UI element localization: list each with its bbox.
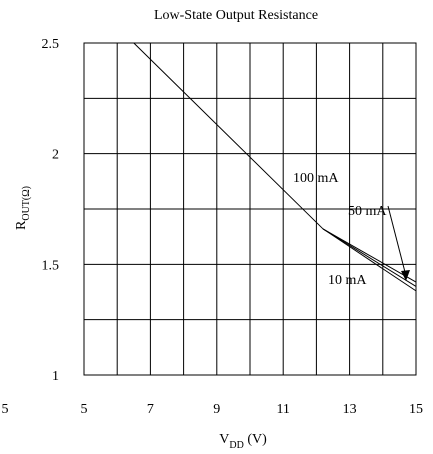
grid — [84, 43, 416, 375]
extra-x-tick-label: 5 — [2, 402, 9, 417]
annotation-arrow — [387, 205, 410, 281]
x-tick-label: 13 — [343, 402, 357, 417]
x-tick-label: 9 — [213, 402, 220, 417]
y-tick-labels: 1 1.5 2 2.5 — [42, 37, 60, 384]
x-tick-labels: 5 7 9 11 13 15 — [81, 402, 424, 417]
annotation-10ma: 10 mA — [328, 273, 367, 288]
x-tick-label: 15 — [409, 402, 423, 417]
x-axis-label: VDD (V) — [219, 432, 267, 451]
series-line-100-ma — [133, 42, 417, 292]
plot-frame — [83, 42, 417, 376]
x-axis-label-unit: (V) — [244, 432, 267, 447]
y-tick-label: 1.5 — [42, 258, 60, 273]
y-axis-label-sub: OUT(Ω) — [21, 186, 32, 221]
series-line-10-ma — [322, 228, 417, 287]
y-tick-label: 2.5 — [42, 37, 60, 52]
x-axis-label-sub: DD — [229, 440, 243, 451]
y-axis-label: ROUT(Ω) — [14, 186, 32, 230]
annotation-50ma: 50 mA — [348, 204, 387, 219]
series-lines — [133, 42, 417, 292]
series-line-50-ma — [322, 228, 417, 283]
x-tick-label: 7 — [147, 402, 154, 417]
x-tick-label: 11 — [276, 402, 289, 417]
y-axis-label-main: R — [14, 220, 29, 230]
annotation-100ma: 100 mA — [293, 171, 339, 186]
chart-title: Low-State Output Resistance — [154, 8, 318, 23]
y-tick-label: 2 — [52, 148, 59, 163]
y-tick-label: 1 — [52, 369, 59, 384]
x-tick-label: 5 — [81, 402, 88, 417]
x-axis-label-main: V — [219, 432, 229, 447]
